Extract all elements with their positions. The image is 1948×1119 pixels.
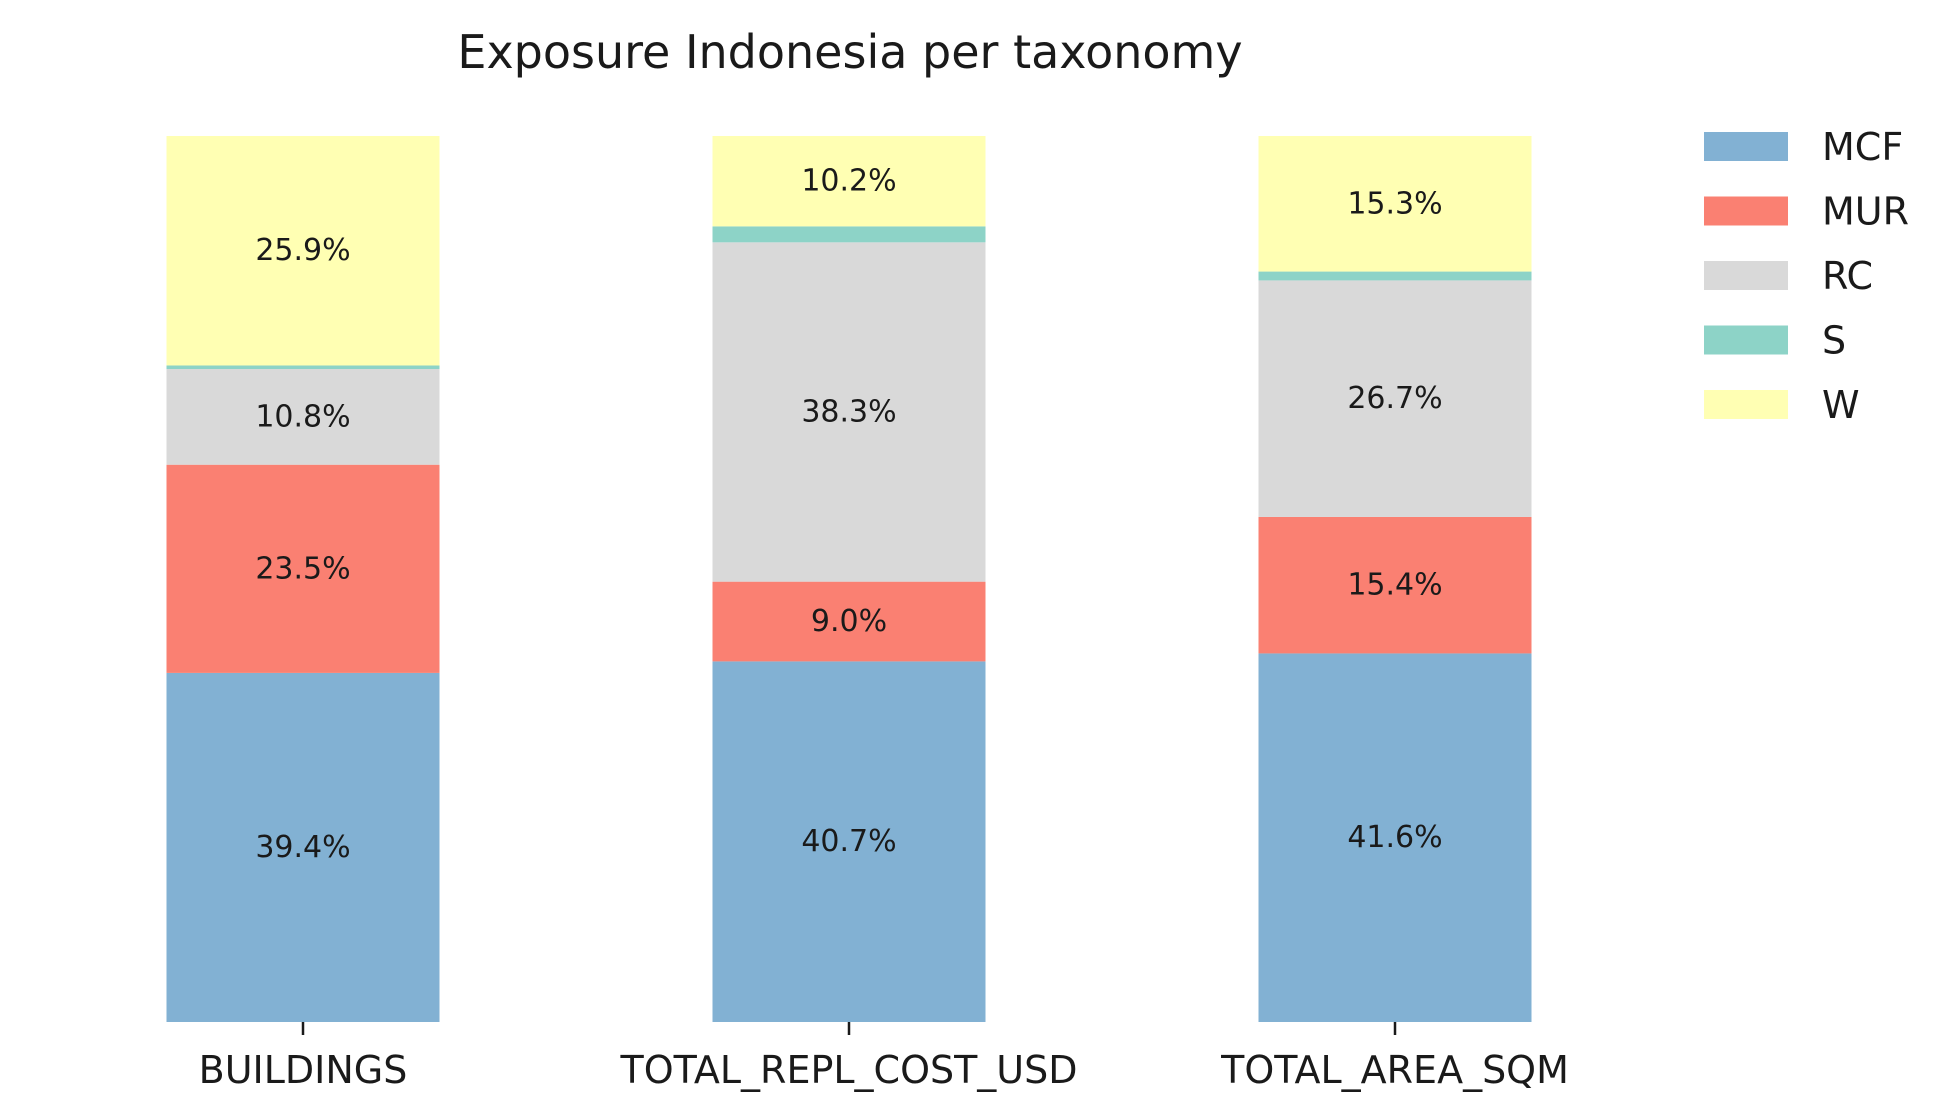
- bar-segment-mur-total_area_sqm: [1258, 516, 1532, 654]
- legend-swatch-w: [1704, 390, 1788, 419]
- bar-segment-rc-buildings: [166, 369, 440, 465]
- data-label-w-buildings: 25.9%: [255, 233, 350, 268]
- bar-segment-w-total_area_sqm: [1258, 136, 1532, 272]
- bar-segment-rc-total_repl_cost_usd: [712, 242, 986, 582]
- bar-segment-mcf-total_area_sqm: [1258, 653, 1532, 1022]
- data-label-w-total_repl_cost_usd: 10.2%: [801, 164, 896, 199]
- bar-segment-s-buildings: [166, 365, 440, 370]
- legend-swatch-s: [1704, 325, 1788, 355]
- data-label-mur-total_repl_cost_usd: 9.0%: [811, 604, 887, 639]
- data-label-mur-buildings: 23.5%: [255, 551, 350, 586]
- bar-segment-w-total_repl_cost_usd: [712, 136, 986, 227]
- legend-label-s: S: [1822, 319, 1846, 363]
- bar-segment-mcf-buildings: [166, 672, 440, 1022]
- bar-segment-w-buildings: [166, 136, 440, 366]
- data-label-mcf-total_area_sqm: 41.6%: [1347, 820, 1442, 855]
- legend-label-mur: MUR: [1822, 190, 1909, 234]
- bar-segment-mur-total_repl_cost_usd: [712, 581, 986, 662]
- legend-label-w: W: [1822, 383, 1860, 427]
- x-tick-label-buildings: BUILDINGS: [199, 1048, 408, 1092]
- data-labels-layer: 39.4% 23.5% 10.8% 25.9% 40.7% 9.0% 38.3% 10.2% 4…: [255, 164, 1442, 865]
- data-label-rc-total_area_sqm: 26.7%: [1347, 381, 1442, 416]
- legend-swatch-rc: [1704, 261, 1788, 290]
- data-label-rc-total_repl_cost_usd: 38.3%: [801, 394, 896, 429]
- bar-segment-rc-total_area_sqm: [1258, 280, 1532, 517]
- bars-layer: [166, 136, 1532, 1022]
- bar-segment-mur-buildings: [166, 464, 440, 673]
- bar-segment-s-total_area_sqm: [1258, 271, 1532, 281]
- data-label-mcf-total_repl_cost_usd: 40.7%: [801, 824, 896, 859]
- bar-segment-mcf-total_repl_cost_usd: [712, 661, 986, 1022]
- data-label-rc-buildings: 10.8%: [255, 399, 350, 434]
- bar-segment-s-total_repl_cost_usd: [712, 226, 986, 243]
- data-label-mur-total_area_sqm: 15.4%: [1347, 568, 1442, 603]
- x-axis: BUILDINGS TOTAL_REPL_COST_USD TOTAL_AREA_S…: [199, 1022, 1569, 1092]
- data-label-w-total_area_sqm: 15.3%: [1347, 186, 1442, 221]
- legend-swatch-mur: [1704, 196, 1788, 226]
- legend-label-rc: RC: [1822, 254, 1873, 298]
- legend: MCF MUR RC SW: [1704, 125, 1909, 427]
- legend-label-mcf: MCF: [1822, 125, 1903, 169]
- legend-swatch-mcf: [1704, 132, 1788, 161]
- chart-title: Exposure Indonesia per taxonomy: [457, 25, 1242, 79]
- x-tick-label-total_area_sqm: TOTAL_AREA_SQM: [1220, 1048, 1569, 1092]
- data-label-mcf-buildings: 39.4%: [255, 830, 350, 865]
- x-tick-label-total_repl_cost_usd: TOTAL_REPL_COST_USD: [619, 1048, 1077, 1092]
